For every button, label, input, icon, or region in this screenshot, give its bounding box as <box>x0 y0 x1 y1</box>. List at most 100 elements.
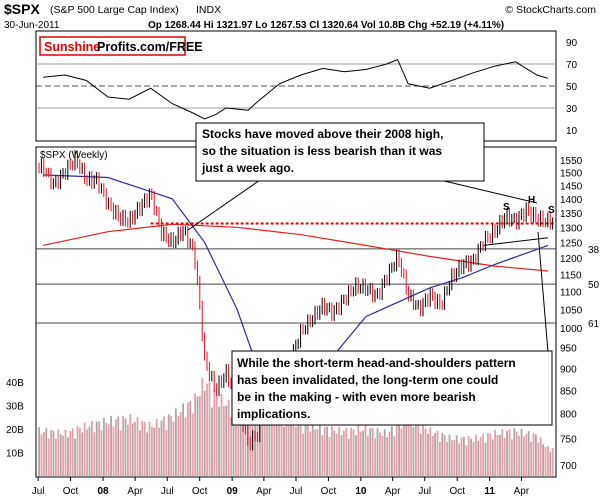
top-annotation-pointer-right <box>439 179 538 204</box>
volume-bar <box>460 437 463 476</box>
volume-bar <box>153 427 156 476</box>
volume-bar <box>369 428 372 476</box>
price-tick-1000: 1000 <box>560 324 583 335</box>
rsi-tick-90: 90 <box>566 38 578 49</box>
volume-tick-30B: 30B <box>6 401 24 412</box>
volume-bar <box>367 435 369 476</box>
volume-bar <box>479 437 482 476</box>
volume-bar <box>43 431 45 476</box>
volume-bar <box>285 414 288 476</box>
logo-frame <box>39 36 186 56</box>
volume-bar <box>326 426 328 476</box>
rsi-tick-10: 10 <box>566 126 578 137</box>
volume-bar <box>338 426 340 476</box>
bottom-note-line-4: implications. <box>237 407 310 421</box>
volume-bar <box>321 435 324 476</box>
volume-bar <box>100 430 103 476</box>
volume-bar <box>323 427 326 476</box>
volume-bar <box>179 411 182 476</box>
volume-bar <box>117 416 120 476</box>
volume-bar <box>275 423 278 476</box>
price-bars <box>38 150 554 451</box>
volume-bar <box>371 428 374 476</box>
volume-bar <box>453 440 456 476</box>
price-tick-1500: 1500 <box>560 168 583 179</box>
volume-bar <box>381 435 384 476</box>
top-note-line-1: Stocks have moved above their 2008 high, <box>202 127 443 141</box>
volume-bar <box>227 399 230 476</box>
volume-bar <box>436 430 439 476</box>
index-name: (S&P 500 Large Cap Index) <box>50 4 179 16</box>
volume-bar <box>115 419 117 476</box>
volume-bar <box>518 435 520 476</box>
volume-bar <box>364 424 367 476</box>
volume-bar <box>417 420 420 476</box>
volume-bar <box>225 405 228 476</box>
x-tick-label: 10 <box>355 486 367 497</box>
volume-bar <box>458 443 460 476</box>
volume-bar <box>172 421 175 476</box>
volume-bar <box>79 428 81 476</box>
volume-bar <box>52 430 55 476</box>
symbol-title: $SPX <box>4 1 40 17</box>
rsi-tick-50: 50 <box>566 82 578 93</box>
volume-bar <box>520 428 523 476</box>
x-tick-label: Oct <box>449 486 465 497</box>
volume-bar <box>191 413 194 476</box>
volume-bar <box>175 408 177 476</box>
neckline <box>483 237 548 246</box>
volume-bar <box>266 404 268 476</box>
volume-bar <box>494 430 496 476</box>
volume-bar <box>487 433 489 476</box>
volume-bar <box>206 383 208 476</box>
volume-tick-20B: 20B <box>6 425 24 436</box>
volume-bar <box>530 441 532 476</box>
volume-bar <box>292 416 295 476</box>
volume-bar <box>105 422 108 476</box>
volume-bar <box>160 420 163 476</box>
volume-bar <box>47 438 50 476</box>
volume-bar <box>506 431 508 476</box>
volume-bar <box>431 435 434 476</box>
volume-tick-labels: 10B 20B 30B 40B <box>6 378 24 460</box>
volume-bar <box>427 433 429 476</box>
volume-bar <box>307 424 309 476</box>
volume-bar <box>551 447 554 476</box>
bottom-annotation-box <box>231 350 553 426</box>
volume-bar <box>83 422 86 476</box>
volume-bar <box>57 429 60 476</box>
volume-bar <box>189 400 192 476</box>
volume-bar <box>122 415 124 476</box>
volume-bar <box>419 433 422 476</box>
x-tick-label: 09 <box>227 486 239 497</box>
volume-bar <box>170 415 172 476</box>
volume-bar <box>91 420 93 476</box>
volume-bar <box>283 426 285 476</box>
volume-bar <box>410 413 412 476</box>
volume-bar <box>127 424 129 476</box>
volume-bar <box>405 420 408 476</box>
volume-bar <box>59 434 62 476</box>
volume-bar <box>434 433 436 476</box>
volume-bar <box>201 378 204 476</box>
volume-bar <box>523 436 525 476</box>
volume-bar <box>45 428 48 476</box>
volume-bar <box>352 429 355 476</box>
volume-bar <box>67 437 69 476</box>
fib-label-61: 61 <box>588 319 600 330</box>
top-note-line-2: so the situation is less bearish than it… <box>202 144 442 158</box>
volume-bar <box>146 432 148 476</box>
x-tick-label: Jul <box>32 486 45 497</box>
volume-bar <box>388 431 391 476</box>
volume-bar <box>508 429 511 476</box>
fib-label-38: 38 <box>588 245 600 256</box>
volume-bar <box>62 435 64 476</box>
x-tick-label: Apr <box>256 486 272 497</box>
volume-bar <box>235 407 237 476</box>
volume-bar <box>119 430 122 476</box>
rsi-tick-30: 30 <box>566 104 578 115</box>
volume-bar <box>232 406 235 476</box>
volume-bar <box>218 407 220 476</box>
volume-tick-10B: 10B <box>6 448 24 459</box>
volume-bar <box>290 424 292 476</box>
